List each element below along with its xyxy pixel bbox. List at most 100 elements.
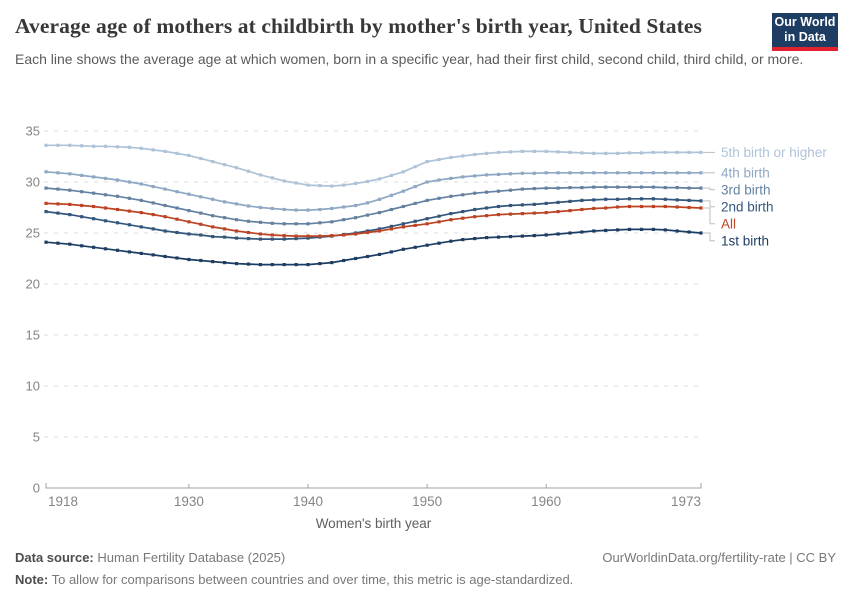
series-all[interactable] <box>44 201 703 238</box>
page-title: Average age of mothers at childbirth by … <box>15 14 702 38</box>
data-point <box>151 185 155 189</box>
series-1st-birth[interactable] <box>44 227 703 267</box>
data-point <box>294 234 298 238</box>
data-point <box>520 187 524 191</box>
data-point <box>377 229 382 233</box>
data-point <box>139 211 143 215</box>
data-point <box>449 194 453 198</box>
data-point <box>377 227 382 231</box>
data-point <box>211 235 215 239</box>
data-point <box>425 222 429 226</box>
data-point <box>151 148 155 152</box>
data-point <box>92 144 96 148</box>
data-point <box>306 236 310 240</box>
data-point <box>330 206 334 211</box>
data-point <box>139 225 143 229</box>
series-line-all[interactable] <box>45 202 702 237</box>
data-point <box>68 213 72 217</box>
data-point <box>425 198 429 202</box>
data-point <box>508 203 513 208</box>
data-point <box>80 173 84 177</box>
legend-connector-3rd-birth <box>703 187 715 191</box>
data-point <box>365 254 370 259</box>
data-point <box>568 199 572 203</box>
data-point <box>354 181 358 186</box>
data-point <box>401 247 405 251</box>
series-2nd-birth[interactable] <box>44 197 703 241</box>
data-point <box>568 171 572 175</box>
series-line-1st-birth[interactable] <box>45 228 702 266</box>
series-5th-birth-or-higher[interactable] <box>44 143 703 188</box>
data-point <box>520 149 524 153</box>
data-point <box>211 160 215 164</box>
series-4th-birth[interactable] <box>44 170 703 212</box>
data-point <box>365 230 370 235</box>
data-point <box>508 235 513 239</box>
data-point <box>115 207 120 212</box>
data-point <box>56 211 60 215</box>
data-point <box>604 197 608 201</box>
legend-label-2nd-birth[interactable]: 2nd birth <box>721 199 774 214</box>
data-point <box>246 204 251 208</box>
data-point <box>187 192 191 196</box>
data-point <box>44 240 48 244</box>
data-point <box>639 151 644 155</box>
data-point <box>449 176 453 180</box>
data-point <box>258 263 262 267</box>
legend-label-4th-birth[interactable]: 4th birth <box>721 165 770 180</box>
data-point <box>258 232 262 236</box>
series-line-2nd-birth[interactable] <box>45 197 702 240</box>
data-point <box>246 169 251 173</box>
data-point <box>234 218 239 222</box>
data-point <box>270 263 274 267</box>
data-point <box>187 209 191 213</box>
data-point <box>223 163 227 167</box>
data-point <box>330 220 334 224</box>
data-point <box>485 190 489 194</box>
owid-logo[interactable]: Our World in Data <box>772 13 838 51</box>
data-point <box>461 216 465 220</box>
series-3rd-birth[interactable] <box>44 185 703 226</box>
data-point <box>651 227 655 231</box>
series-line-4th-birth[interactable] <box>45 170 701 211</box>
data-point <box>556 232 560 236</box>
legend-label-3rd-birth[interactable]: 3rd birth <box>721 182 771 197</box>
data-point <box>532 187 536 191</box>
data-point <box>163 187 167 191</box>
data-point <box>175 256 179 260</box>
data-point <box>92 204 96 209</box>
data-point <box>651 171 655 175</box>
data-point <box>687 186 691 190</box>
data-point <box>389 173 393 177</box>
data-point <box>103 219 108 223</box>
data-point <box>199 258 203 263</box>
data-point <box>675 229 679 233</box>
data-point <box>115 178 120 182</box>
data-point <box>580 186 584 190</box>
data-point <box>234 262 239 266</box>
data-point <box>413 165 417 169</box>
legend-connector-2nd-birth <box>703 200 715 208</box>
data-point <box>461 238 465 242</box>
y-tick-label-0: 0 <box>33 481 40 496</box>
data-point <box>330 261 334 265</box>
data-point <box>580 151 584 155</box>
legend-label-1st-birth[interactable]: 1st birth <box>721 233 769 248</box>
series-line-3rd-birth[interactable] <box>45 186 701 225</box>
legend-label-5th-birth-or-higher[interactable]: 5th birth or higher <box>721 145 827 160</box>
data-point <box>627 171 632 175</box>
data-point <box>639 171 644 175</box>
data-point <box>187 153 191 158</box>
data-point <box>115 194 120 198</box>
data-point <box>508 150 513 154</box>
x-tick-label-1930: 1930 <box>174 494 204 509</box>
legend-label-all[interactable]: All <box>721 216 736 231</box>
data-point <box>556 200 560 204</box>
data-point <box>389 224 393 228</box>
owid-attribution-link[interactable]: OurWorldinData.org/fertility-rate | CC B… <box>602 550 836 565</box>
data-point <box>92 191 96 195</box>
y-tick-label-35: 35 <box>26 124 40 139</box>
line-chart-plot[interactable]: 0 5 10 15 20 25 30 35 1918 1930 1940 1950 1960 1973 Wo… <box>0 120 850 545</box>
data-point <box>449 239 453 243</box>
series-line-5th-birth-or-higher[interactable] <box>46 144 701 187</box>
